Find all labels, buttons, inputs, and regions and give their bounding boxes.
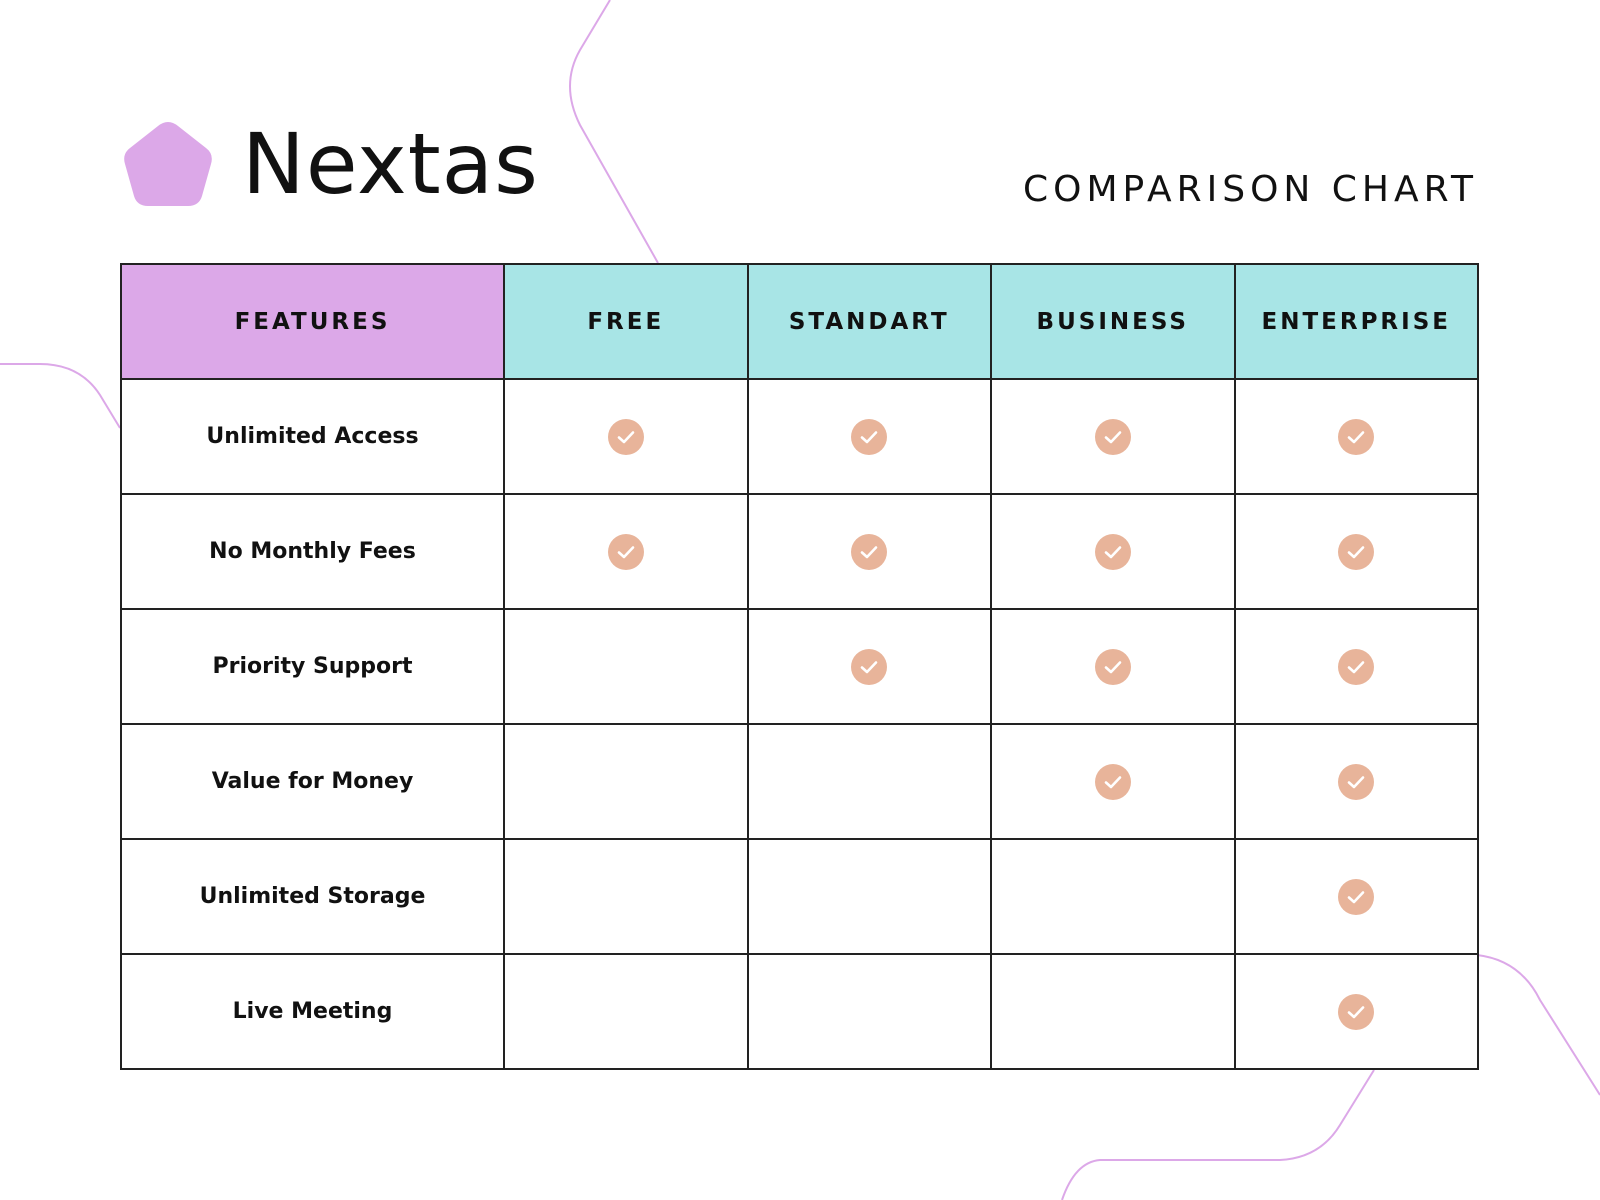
check-cell: [746, 838, 992, 955]
table-row: No Monthly Fees: [120, 493, 1479, 610]
check-cell: [990, 723, 1236, 840]
check-cell: [503, 493, 749, 610]
check-circle-icon: [1094, 533, 1131, 570]
check-cell: [1233, 608, 1479, 725]
check-cell: [746, 723, 992, 840]
check-circle-icon: [851, 533, 888, 570]
brand-name: Nextas: [242, 115, 539, 213]
table-row: Value for Money: [120, 723, 1479, 840]
check-cell: [1233, 838, 1479, 955]
check-cell: [990, 953, 1236, 1070]
check-cell: [746, 493, 992, 610]
feature-label: Unlimited Storage: [199, 884, 426, 909]
check-circle-icon: [607, 533, 644, 570]
check-circle-icon: [1338, 763, 1375, 800]
feature-label: Value for Money: [211, 769, 414, 794]
check-circle-icon: [1338, 533, 1375, 570]
check-cell: [1233, 493, 1479, 610]
check-cell: [1233, 953, 1479, 1070]
check-cell: [503, 953, 749, 1070]
check-cell: [990, 493, 1236, 610]
check-cell: [503, 838, 749, 955]
check-cell: [990, 838, 1236, 955]
feature-label: Live Meeting: [232, 999, 393, 1024]
check-circle-icon: [1094, 648, 1131, 685]
comparison-table: FEATURES FREE STANDART BUSINESS ENTERPRI…: [120, 263, 1479, 1070]
table-row: Unlimited Access: [120, 378, 1479, 495]
check-cell: [746, 608, 992, 725]
table-row: Live Meeting: [120, 953, 1479, 1070]
header-row: FEATURES FREE STANDART BUSINESS ENTERPRI…: [120, 263, 1479, 380]
table-row: Unlimited Storage: [120, 838, 1479, 955]
brand-header: Nextas: [118, 114, 539, 214]
check-cell: [990, 378, 1236, 495]
pentagon-icon: [124, 122, 212, 206]
check-circle-icon: [1338, 648, 1375, 685]
check-cell: [503, 723, 749, 840]
check-cell: [503, 378, 749, 495]
check-cell: [503, 608, 749, 725]
check-circle-icon: [607, 418, 644, 455]
check-cell: [990, 608, 1236, 725]
feature-label: Unlimited Access: [206, 424, 419, 449]
check-cell: [746, 953, 992, 1070]
check-circle-icon: [1094, 763, 1131, 800]
table-row: Priority Support: [120, 608, 1479, 725]
check-circle-icon: [1094, 418, 1131, 455]
check-cell: [1233, 723, 1479, 840]
plan-header-enterprise: ENTERPRISE: [1233, 263, 1479, 380]
feature-label: No Monthly Fees: [209, 539, 416, 564]
check-cell: [746, 378, 992, 495]
check-circle-icon: [851, 648, 888, 685]
feature-label: Priority Support: [212, 654, 413, 679]
check-cell: [1233, 378, 1479, 495]
check-circle-icon: [851, 418, 888, 455]
document-title: COMPARISON CHART: [1023, 169, 1478, 210]
plan-header-business: BUSINESS: [990, 263, 1236, 380]
check-circle-icon: [1338, 418, 1375, 455]
features-header: FEATURES: [120, 263, 505, 380]
check-circle-icon: [1338, 878, 1375, 915]
plan-header-standart: STANDART: [746, 263, 992, 380]
plan-header-free: FREE: [503, 263, 749, 380]
check-circle-icon: [1338, 993, 1375, 1030]
